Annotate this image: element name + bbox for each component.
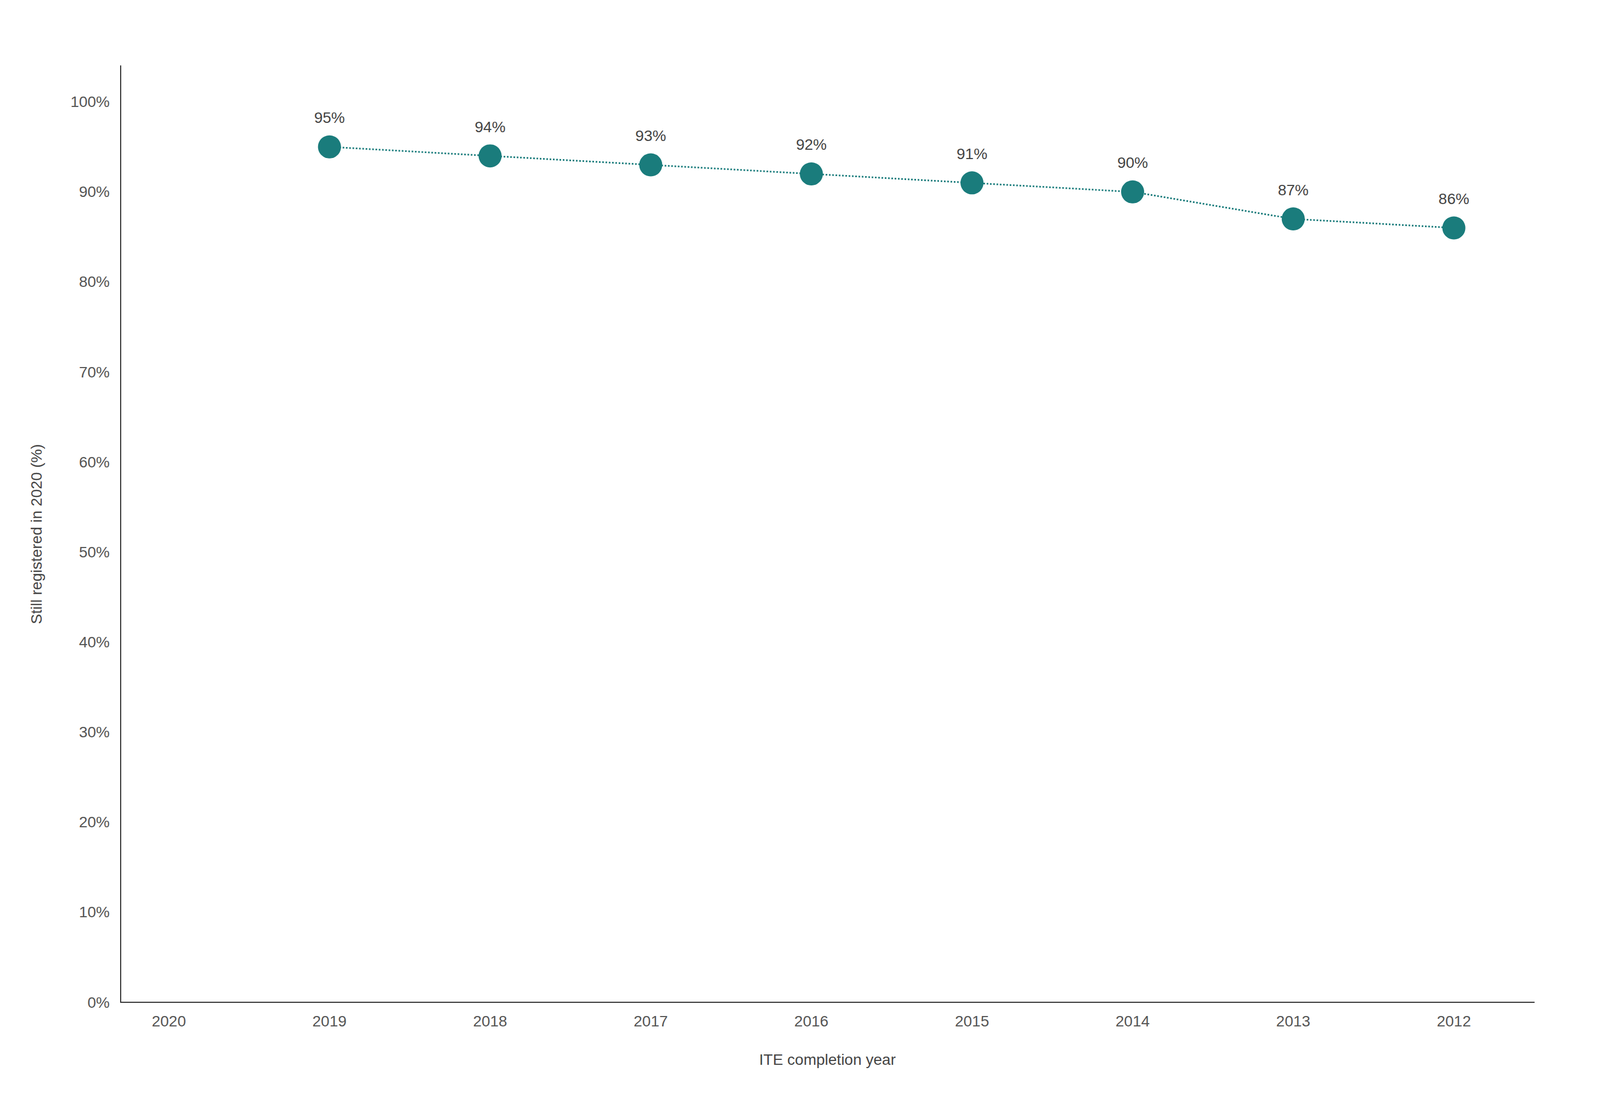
svg-text:94%: 94% (475, 118, 506, 136)
svg-text:93%: 93% (635, 127, 666, 145)
svg-text:90%: 90% (1117, 154, 1149, 172)
svg-text:10%: 10% (78, 903, 110, 921)
svg-text:50%: 50% (78, 543, 110, 561)
svg-text:30%: 30% (78, 723, 110, 741)
svg-text:40%: 40% (78, 633, 110, 651)
svg-text:80%: 80% (78, 273, 110, 291)
svg-text:2013: 2013 (1276, 1012, 1311, 1030)
svg-text:Still registered in 2020 (%): Still registered in 2020 (%) (27, 443, 45, 624)
svg-text:70%: 70% (78, 363, 110, 381)
svg-text:2017: 2017 (633, 1012, 668, 1030)
svg-text:87%: 87% (1278, 181, 1309, 199)
svg-text:60%: 60% (78, 453, 110, 471)
svg-text:2014: 2014 (1115, 1012, 1150, 1030)
svg-text:86%: 86% (1438, 190, 1470, 208)
svg-text:ITE completion year: ITE completion year (759, 1050, 896, 1068)
svg-text:2019: 2019 (312, 1012, 347, 1030)
svg-text:2020: 2020 (151, 1012, 186, 1030)
svg-text:91%: 91% (956, 145, 988, 163)
svg-text:95%: 95% (314, 109, 346, 127)
svg-text:2012: 2012 (1436, 1012, 1471, 1030)
svg-text:92%: 92% (795, 136, 827, 154)
svg-text:20%: 20% (78, 813, 110, 831)
svg-text:90%: 90% (78, 183, 110, 201)
svg-text:0%: 0% (87, 993, 110, 1011)
svg-text:2016: 2016 (794, 1012, 829, 1030)
svg-text:2015: 2015 (954, 1012, 989, 1030)
svg-text:100%: 100% (70, 93, 110, 111)
svg-text:2018: 2018 (472, 1012, 507, 1030)
